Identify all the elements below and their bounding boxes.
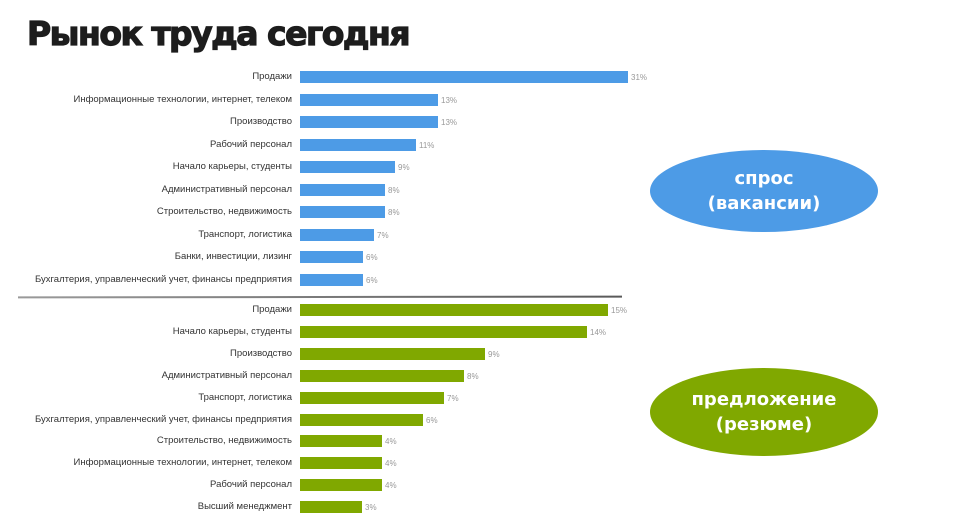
bar-value-label: 6% xyxy=(366,253,378,262)
bar-row: Бухгалтерия, управленческий учет, финанс… xyxy=(0,273,680,287)
bar-category-label: Высший менеджмент xyxy=(197,501,292,513)
demand-legend-line1: спрос xyxy=(734,168,794,189)
bar-category-label: Транспорт, логистика xyxy=(198,391,292,403)
bar xyxy=(300,116,438,128)
bar-row: Транспорт, логистика 7% xyxy=(0,391,680,405)
bar xyxy=(300,347,485,360)
demand-legend-badge: спрос (вакансии) xyxy=(650,150,878,232)
bar xyxy=(300,325,587,338)
bar-category-label: Продажи xyxy=(252,71,292,82)
bar-value-label: 9% xyxy=(398,163,410,172)
bar xyxy=(300,273,363,286)
bar-row: Производство 13% xyxy=(0,116,680,129)
bar xyxy=(300,435,382,448)
bar-row: Строительство, недвижимость 8% xyxy=(0,206,680,219)
bar-category-label: Бухгалтерия, управленческий учет, финанс… xyxy=(35,413,292,425)
supply-legend-badge: предложение (резюме) xyxy=(650,368,878,456)
bar-row: Производство 9% xyxy=(0,347,680,361)
bar-value-label: 8% xyxy=(388,185,400,195)
bar xyxy=(300,479,382,492)
bar-category-label: Информационные технологии, интернет, тел… xyxy=(73,93,293,105)
bar xyxy=(300,391,444,404)
supply-legend-line1: предложение xyxy=(691,389,837,410)
bar-row: Начало карьеры, студенты 9% xyxy=(0,161,680,174)
bar-category-label: Транспорт, логистика xyxy=(198,228,292,240)
bar xyxy=(300,369,464,382)
bar-row: Высший менеджмент 3% xyxy=(0,501,680,514)
bar xyxy=(300,413,423,426)
bar xyxy=(300,304,608,316)
bar-category-label: Банки, инвестиции, лизинг xyxy=(174,251,292,262)
bar-value-label: 11% xyxy=(419,140,435,150)
bar-value-label: 31% xyxy=(631,73,648,82)
supply-legend-line2: (резюме) xyxy=(715,414,813,435)
bar-row: Административный персонал 8% xyxy=(0,183,680,197)
bar xyxy=(300,501,362,514)
bar-value-label: 8% xyxy=(467,371,479,381)
bar-row: Бухгалтерия, управленческий учет, финанс… xyxy=(0,413,680,427)
bar-category-label: Рабочий персонал xyxy=(210,138,292,150)
bar-category-label: Продажи xyxy=(252,304,292,315)
bar-value-label: 9% xyxy=(488,349,500,359)
bar-row: Банки, инвестиции, лизинг 6% xyxy=(0,251,680,264)
bar-category-label: Информационные технологии, интернет, тел… xyxy=(73,457,293,469)
bar-category-label: Строительство, недвижимость xyxy=(156,206,292,217)
page-title: Рынок труда сегодня xyxy=(26,13,411,53)
bar-category-label: Начало карьеры, студенты xyxy=(172,325,292,337)
bar-row: Строительство, недвижимость 4% xyxy=(0,435,680,448)
bar-value-label: 8% xyxy=(388,208,400,217)
bar-value-label: 3% xyxy=(365,503,377,513)
bar-category-label: Строительство, недвижимость xyxy=(156,435,292,447)
bar-row: Информационные технологии, интернет, тел… xyxy=(0,93,680,107)
bar-row: Начало карьеры, студенты 14% xyxy=(0,325,680,339)
bar xyxy=(300,138,416,151)
bar-category-label: Административный персонал xyxy=(161,369,292,381)
bar-row: Транспорт, логистика 7% xyxy=(0,228,680,242)
demand-legend-line2: (вакансии) xyxy=(707,193,821,214)
bar-category-label: Начало карьеры, студенты xyxy=(172,161,292,172)
bar-row: Рабочий персонал 11% xyxy=(0,138,680,152)
bar xyxy=(300,228,374,241)
bar-value-label: 13% xyxy=(441,118,458,127)
bar-category-label: Производство xyxy=(230,347,292,359)
bar-value-label: 6% xyxy=(366,275,378,285)
bar-value-label: 4% xyxy=(385,459,397,469)
bar xyxy=(300,183,385,196)
bar-value-label: 15% xyxy=(611,306,628,315)
bar-value-label: 7% xyxy=(377,230,389,240)
bar-row: Продажи 31% xyxy=(0,71,680,84)
bar-value-label: 4% xyxy=(385,437,397,447)
bar-value-label: 13% xyxy=(441,95,458,105)
bar xyxy=(300,251,363,263)
bar-row: Информационные технологии, интернет, тел… xyxy=(0,457,680,470)
bar-value-label: 7% xyxy=(447,393,459,403)
bar xyxy=(300,71,628,83)
bar-category-label: Бухгалтерия, управленческий учет, финанс… xyxy=(35,273,292,285)
bar-row: Административный персонал 8% xyxy=(0,369,680,383)
bar-value-label: 4% xyxy=(385,481,397,491)
bar xyxy=(300,457,382,470)
bar-category-label: Рабочий персонал xyxy=(210,479,292,491)
bar-value-label: 14% xyxy=(590,327,607,337)
bar-row: Продажи 15% xyxy=(0,304,680,317)
chart-divider xyxy=(17,295,623,299)
bar xyxy=(300,93,438,106)
bar xyxy=(300,161,395,173)
bar xyxy=(300,206,385,218)
bar-category-label: Административный персонал xyxy=(161,183,292,195)
bar-value-label: 6% xyxy=(426,415,438,425)
bar-category-label: Производство xyxy=(230,116,292,127)
bar-row: Рабочий персонал 4% xyxy=(0,479,680,492)
